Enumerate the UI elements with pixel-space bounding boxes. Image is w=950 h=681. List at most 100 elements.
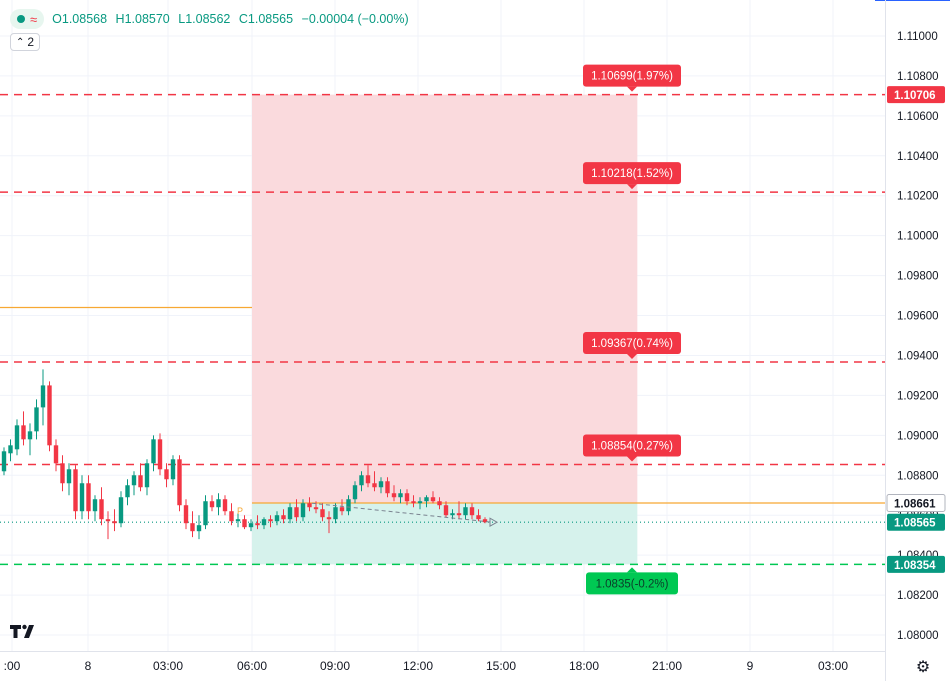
time-axis[interactable]: :00 8 03:00 06:00 09:00 12:00 15:00 18:00 21:00 9…: [0, 651, 885, 674]
target-price-tag[interactable]: 1.10699(1.97%): [583, 64, 681, 92]
price-tick-label: 1.09200: [897, 390, 939, 402]
axis-price-label-text: 1.08354: [894, 560, 936, 572]
time-tick-label: 03:00: [818, 659, 848, 673]
candle-body: [92, 499, 98, 512]
candle: [183, 499, 189, 530]
tradingview-logo-icon[interactable]: [8, 620, 40, 642]
candle: [404, 489, 410, 506]
tag-pointer: [627, 86, 637, 92]
candle-body: [79, 483, 85, 512]
projection-line: [311, 502, 493, 523]
target-zone[interactable]: [252, 94, 638, 504]
candle: [320, 503, 325, 522]
target-price-tag[interactable]: 1.10218(1.52%): [583, 162, 681, 190]
candle-body: [34, 407, 39, 432]
candle-body: [339, 507, 345, 512]
indicators-toggle-button[interactable]: ⌃ 2: [10, 33, 40, 51]
tag-label: 1.10699(1.97%): [591, 71, 673, 83]
time-tick-label: 09:00: [320, 659, 350, 673]
tag-bg: [583, 332, 681, 355]
candle-body: [359, 475, 364, 486]
candle: [261, 517, 267, 530]
time-tick-label: 03:00: [153, 659, 183, 673]
candle: [476, 509, 481, 522]
price-axis[interactable]: 1.11000 1.10800 1.10600 1.10400 1.10200 1.100…: [885, 0, 946, 681]
candle: [294, 499, 299, 522]
candle: [14, 419, 20, 456]
candle: [79, 475, 85, 520]
time-tick-label: 21:00: [652, 659, 682, 673]
candle: [222, 495, 228, 516]
candle-body: [14, 425, 20, 450]
position-zones[interactable]: [252, 94, 638, 565]
time-tick-label: 18:00: [569, 659, 599, 673]
candle-body: [417, 501, 423, 504]
time-tick-label: 9: [747, 659, 754, 673]
candle-body: [352, 485, 358, 500]
candle: [131, 471, 137, 496]
axis-price-label[interactable]: 1.08661: [886, 494, 946, 513]
candle-body: [391, 493, 397, 498]
settings-gear-icon[interactable]: ⚙: [915, 659, 931, 676]
candle: [157, 433, 163, 476]
legend-change: −0.00004 (−0.00%): [301, 12, 409, 26]
target-price-tag[interactable]: 1.0835(-0.2%): [586, 567, 678, 595]
candle: [307, 497, 312, 512]
candle-body: [346, 499, 351, 512]
candle-body: [53, 445, 59, 464]
candle: [411, 495, 416, 508]
candle: [66, 463, 72, 496]
axis-price-label[interactable]: 1.08354: [887, 555, 945, 573]
candle: [274, 511, 280, 526]
candle-body: [261, 519, 267, 526]
candle: [443, 501, 449, 518]
candle-body: [8, 445, 13, 454]
wave-icon: ≈: [30, 11, 38, 27]
legend-low: L1.08562: [178, 12, 231, 26]
candle-body: [235, 519, 241, 522]
candle: [216, 493, 221, 516]
target-price-tag[interactable]: 1.08854(0.27%): [583, 434, 681, 462]
tv-logo-glyph: [10, 624, 34, 638]
candle-body: [229, 511, 234, 522]
candle-body: [170, 459, 176, 480]
tag-label: 1.10218(1.52%): [591, 168, 673, 180]
candle: [359, 471, 364, 492]
price-tick-label: 1.10800: [897, 71, 939, 83]
symbol-status-pill[interactable]: ≈: [10, 9, 45, 29]
candle: [1, 447, 7, 476]
price-tick-label: 1.08800: [897, 470, 939, 482]
price-tick-label: 1.08000: [897, 630, 939, 642]
time-tick-label: 8: [85, 659, 92, 673]
candle-body: [47, 385, 52, 446]
candle: [196, 515, 202, 540]
tag-pointer: [627, 354, 637, 360]
candle-body: [326, 517, 332, 520]
price-tick-label: 1.09800: [897, 271, 939, 283]
candle: [300, 499, 306, 522]
axis-price-label[interactable]: 1.10706: [887, 86, 945, 104]
candle: [92, 495, 98, 522]
candle: [53, 439, 59, 472]
target-price-tag[interactable]: 1.09367(0.74%): [583, 332, 681, 360]
candle-body: [73, 469, 78, 512]
candle: [242, 515, 247, 530]
candle-body: [424, 497, 429, 502]
candle: [99, 487, 104, 526]
candle-body: [118, 497, 124, 524]
candle-body: [125, 485, 130, 498]
candle: [424, 495, 429, 508]
price-tags[interactable]: 1.10699(1.97%) 1.10218(1.52%) 1.09367(0.74…: [583, 64, 681, 595]
candle: [47, 381, 52, 452]
candle: [287, 503, 293, 524]
time-tick-label: 12:00: [403, 659, 433, 673]
candle-body: [365, 475, 371, 484]
candle-body: [242, 519, 247, 528]
tag-bg: [583, 434, 681, 457]
axis-price-label[interactable]: 1.08565: [887, 513, 945, 531]
legend-high: H1.08570: [115, 12, 170, 26]
candle: [164, 463, 169, 488]
candle-body: [294, 507, 299, 518]
candle: [118, 491, 124, 528]
